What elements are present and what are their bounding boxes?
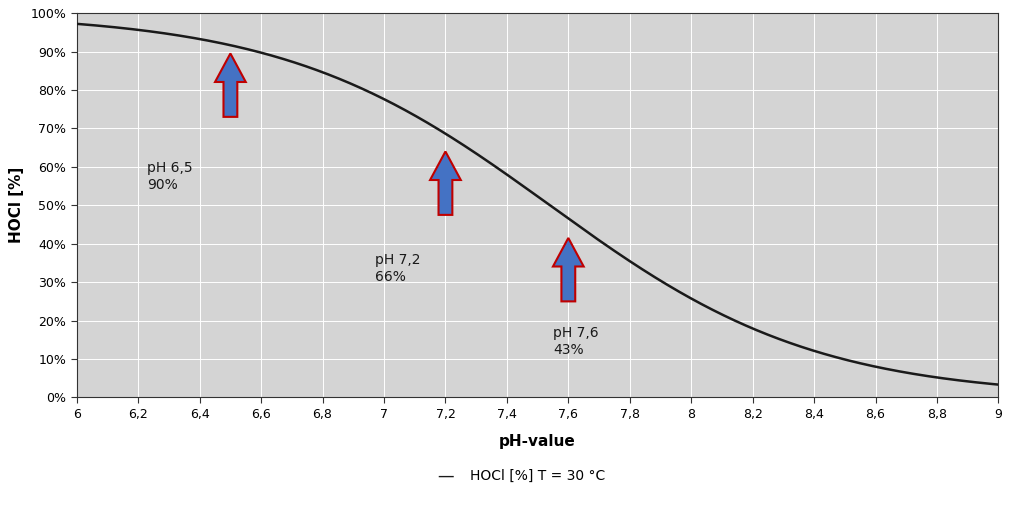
Y-axis label: HOCl [%]: HOCl [%] bbox=[8, 167, 24, 243]
Polygon shape bbox=[215, 53, 246, 117]
Polygon shape bbox=[553, 238, 584, 301]
Text: pH 7,2
66%: pH 7,2 66% bbox=[375, 253, 420, 284]
Text: pH 6,5
90%: pH 6,5 90% bbox=[147, 161, 194, 192]
Text: pH 7,6
43%: pH 7,6 43% bbox=[553, 326, 599, 357]
Text: HOCl [%] T = 30 °C: HOCl [%] T = 30 °C bbox=[470, 469, 605, 483]
Polygon shape bbox=[430, 152, 461, 215]
Text: —: — bbox=[437, 467, 454, 485]
Text: pH-value: pH-value bbox=[500, 435, 575, 449]
